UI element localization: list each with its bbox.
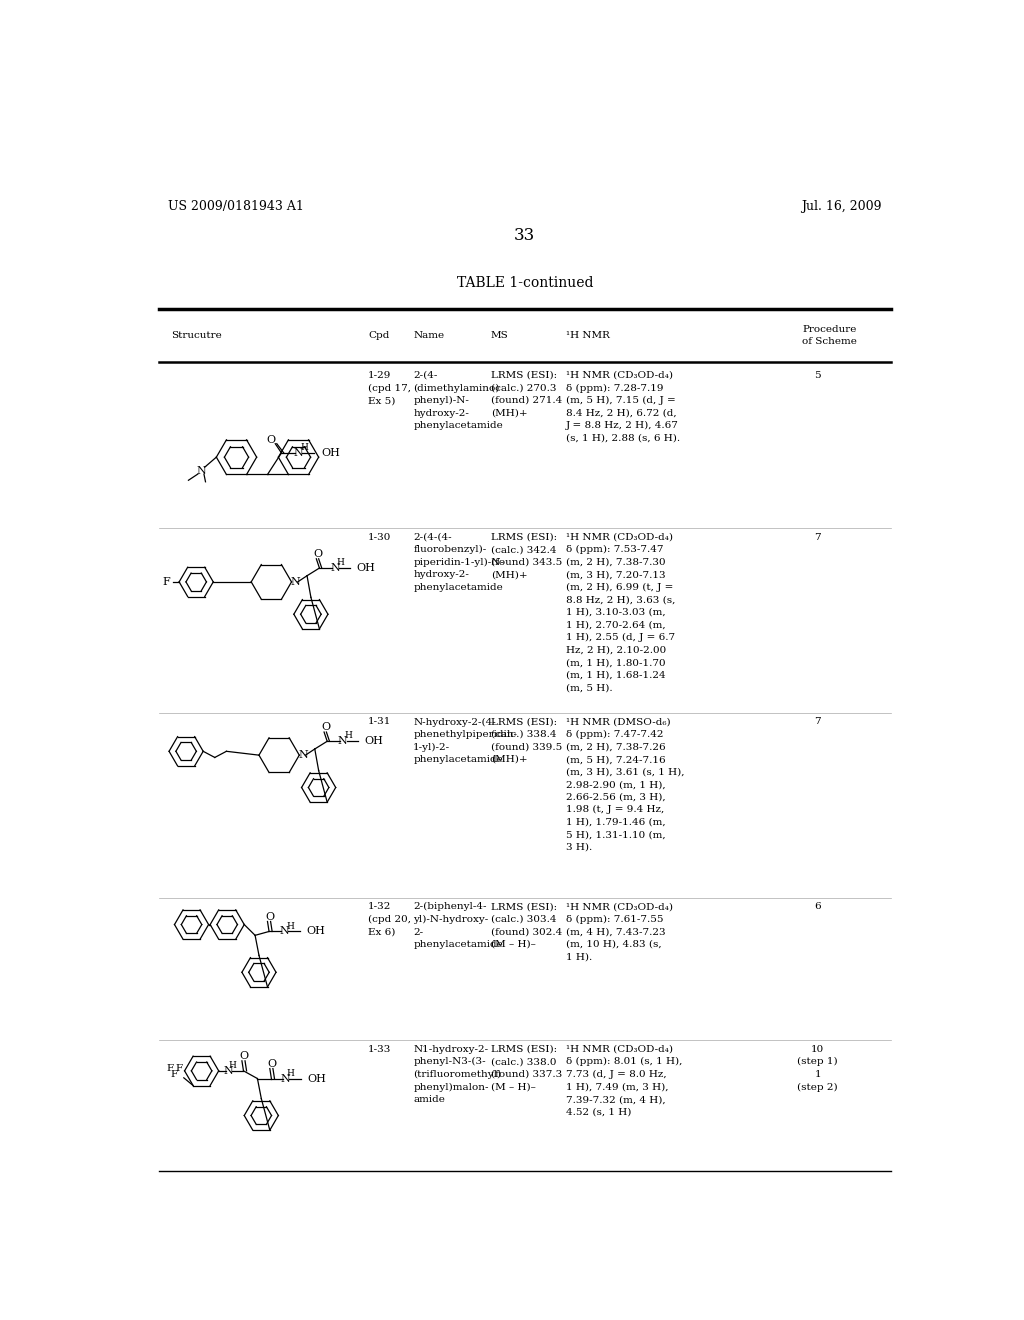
Text: Cpd: Cpd [369,331,389,341]
Text: H: H [337,558,344,568]
Text: OH: OH [306,927,326,936]
Text: 5: 5 [814,371,821,380]
Text: O: O [322,722,330,733]
Text: N-hydroxy-2-(4-
phenethylpiperidin-
1-yl)-2-
phenylacetamide: N-hydroxy-2-(4- phenethylpiperidin- 1-yl… [414,718,517,764]
Text: N1-hydroxy-2-
phenyl-N3-(3-
(trifluoromethyl)
phenyl)malon-
amide: N1-hydroxy-2- phenyl-N3-(3- (trifluorome… [414,1044,502,1105]
Text: N: N [298,750,308,760]
Text: N: N [223,1065,232,1076]
Text: ¹H NMR (CD₃OD-d₄)
δ (ppm): 8.01 (s, 1 H),
7.73 (d, J = 8.0 Hz,
1 H), 7.49 (m, 3 : ¹H NMR (CD₃OD-d₄) δ (ppm): 8.01 (s, 1 H)… [566,1044,682,1117]
Text: 1-30: 1-30 [369,533,391,541]
Text: F: F [175,1064,182,1073]
Text: OH: OH [356,564,376,573]
Text: 2-(biphenyl-4-
yl)-N-hydroxy-
2-
phenylacetamide: 2-(biphenyl-4- yl)-N-hydroxy- 2- phenyla… [414,903,503,949]
Text: Jul. 16, 2009: Jul. 16, 2009 [801,199,882,213]
Text: H: H [287,1069,295,1077]
Text: N: N [291,577,300,587]
Text: Procedure: Procedure [802,325,857,334]
Text: 10
(step 1)
1
(step 2): 10 (step 1) 1 (step 2) [798,1044,838,1092]
Text: 7: 7 [814,533,821,541]
Text: F: F [171,1071,178,1080]
Text: F: F [166,1064,173,1073]
Text: N: N [330,564,340,573]
Text: 2-(4-
(dimethylamino)
phenyl)-N-
hydroxy-2-
phenylacetamide: 2-(4- (dimethylamino) phenyl)-N- hydroxy… [414,371,503,430]
Text: LRMS (ESI):
(calc.) 338.4
(found) 339.5
(MH)+: LRMS (ESI): (calc.) 338.4 (found) 339.5 … [490,718,562,764]
Text: TABLE 1-continued: TABLE 1-continued [457,276,593,290]
Text: OH: OH [365,737,383,746]
Text: H: H [300,444,308,451]
Text: MS: MS [490,331,509,341]
Text: OH: OH [307,1073,326,1084]
Text: OH: OH [322,447,341,458]
Text: O: O [265,912,274,921]
Text: 7: 7 [814,718,821,726]
Text: 6: 6 [814,903,821,911]
Text: ¹H NMR (DMSO-d₆)
δ (ppm): 7.47-7.42
(m, 2 H), 7.38-7.26
(m, 5 H), 7.24-7.16
(m, : ¹H NMR (DMSO-d₆) δ (ppm): 7.47-7.42 (m, … [566,718,684,851]
Text: LRMS (ESI):
(calc.) 338.0
(found) 337.3
(M – H)–: LRMS (ESI): (calc.) 338.0 (found) 337.3 … [490,1044,562,1092]
Text: N: N [338,737,347,746]
Text: US 2009/0181943 A1: US 2009/0181943 A1 [168,199,304,213]
Text: N: N [294,447,303,458]
Text: O: O [313,549,323,560]
Text: 1-29
(cpd 17,
Ex 5): 1-29 (cpd 17, Ex 5) [369,371,412,405]
Text: H: H [344,731,352,741]
Text: Strucutre: Strucutre [171,331,221,341]
Text: F: F [163,577,171,587]
Text: of Scheme: of Scheme [802,337,857,346]
Text: ¹H NMR: ¹H NMR [566,331,609,341]
Text: 1-32
(cpd 20,
Ex 6): 1-32 (cpd 20, Ex 6) [369,903,412,936]
Text: N: N [196,466,206,477]
Text: O: O [267,434,275,445]
Text: 33: 33 [514,227,536,244]
Text: 1-33: 1-33 [369,1044,391,1053]
Text: 2-(4-(4-
fluorobenzyl)-
piperidin-1-yl)-N-
hydroxy-2-
phenylacetamide: 2-(4-(4- fluorobenzyl)- piperidin-1-yl)-… [414,533,504,591]
Text: O: O [240,1051,249,1061]
Text: Name: Name [414,331,444,341]
Text: O: O [267,1059,276,1069]
Text: LRMS (ESI):
(calc.) 342.4
(found) 343.5
(MH)+: LRMS (ESI): (calc.) 342.4 (found) 343.5 … [490,533,562,579]
Text: ¹H NMR (CD₃OD-d₄)
δ (ppm): 7.28-7.19
(m, 5 H), 7.15 (d, J =
8.4 Hz, 2 H), 6.72 (: ¹H NMR (CD₃OD-d₄) δ (ppm): 7.28-7.19 (m,… [566,371,680,444]
Text: 1-31: 1-31 [369,718,391,726]
Text: N: N [281,1073,290,1084]
Text: H: H [228,1061,237,1071]
Text: N: N [280,927,290,936]
Text: ¹H NMR (CD₃OD-d₄)
δ (ppm): 7.53-7.47
(m, 2 H), 7.38-7.30
(m, 3 H), 7.20-7.13
(m,: ¹H NMR (CD₃OD-d₄) δ (ppm): 7.53-7.47 (m,… [566,533,675,692]
Text: ¹H NMR (CD₃OD-d₄)
δ (ppm): 7.61-7.55
(m, 4 H), 7.43-7.23
(m, 10 H), 4.83 (s,
1 H: ¹H NMR (CD₃OD-d₄) δ (ppm): 7.61-7.55 (m,… [566,903,673,961]
Text: LRMS (ESI):
(calc.) 303.4
(found) 302.4
(M – H)–: LRMS (ESI): (calc.) 303.4 (found) 302.4 … [490,903,562,949]
Text: H: H [286,921,294,931]
Text: LRMS (ESI):
(calc.) 270.3
(found) 271.4
(MH)+: LRMS (ESI): (calc.) 270.3 (found) 271.4 … [490,371,562,417]
